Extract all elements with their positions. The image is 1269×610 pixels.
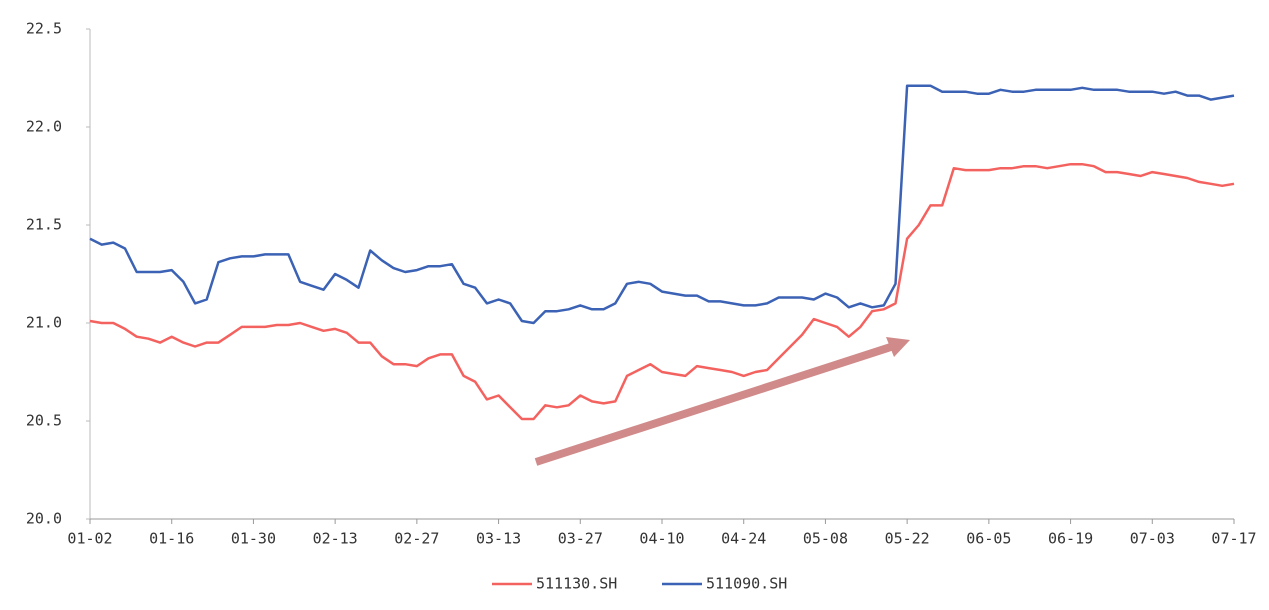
arrow-head — [886, 337, 910, 357]
x-tick-label: 07-03 — [1130, 530, 1175, 548]
x-tick-label: 01-02 — [67, 530, 112, 548]
series-line — [89, 84, 1235, 325]
x-tick-label: 04-10 — [639, 530, 684, 548]
y-tick-label: 22.0 — [26, 118, 62, 136]
x-tick-label: 05-22 — [885, 530, 930, 548]
x-tick-label: 01-16 — [149, 530, 194, 548]
x-tick-label: 01-30 — [231, 530, 276, 548]
x-tick-label: 02-13 — [313, 530, 358, 548]
y-tick-label: 20.5 — [26, 412, 62, 430]
legend-label: 511090.SH — [706, 575, 787, 593]
series-line — [89, 162, 1235, 421]
x-tick-label: 06-19 — [1048, 530, 1093, 548]
x-tick-label: 02-27 — [394, 530, 439, 548]
y-tick-label: 20.0 — [26, 510, 62, 528]
x-tick-label: 05-08 — [803, 530, 848, 548]
x-tick-label: 03-27 — [558, 530, 603, 548]
legend-label: 511130.SH — [536, 575, 617, 593]
x-tick-label: 04-24 — [721, 530, 766, 548]
x-tick-label: 07-17 — [1211, 530, 1256, 548]
x-tick-label: 03-13 — [476, 530, 521, 548]
y-tick-label: 22.5 — [26, 20, 62, 38]
x-tick-label: 06-05 — [966, 530, 1011, 548]
y-tick-label: 21.0 — [26, 314, 62, 332]
trend-arrow — [534, 340, 902, 466]
y-tick-label: 21.5 — [26, 216, 62, 234]
